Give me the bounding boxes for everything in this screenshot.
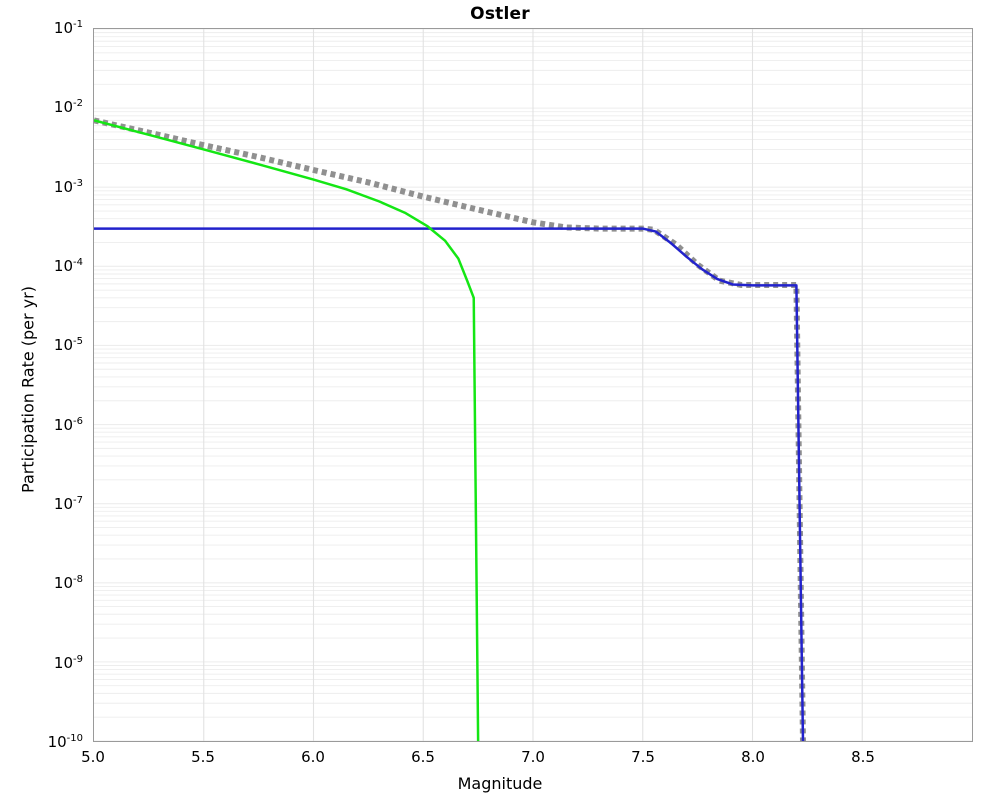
green-solid-curve (94, 119, 480, 741)
blue-solid-curve (94, 227, 805, 741)
y-tick-label: 10-7 (53, 495, 83, 513)
x-tick-label: 7.5 (631, 748, 655, 766)
x-tick-label: 6.0 (301, 748, 325, 766)
y-tick-label: 10-6 (53, 415, 83, 434)
y-tick-label: 10-3 (53, 177, 83, 196)
x-axis-label: Magnitude (457, 774, 543, 793)
y-tick-label: 10-8 (53, 574, 83, 593)
y-tick-label: 10-9 (53, 653, 83, 672)
x-tick-label: 5.0 (81, 748, 105, 766)
y-axis-tick-labels: 10-1 10-2 10-3 10-4 10-5 10-6 10-7 10-8 10-9 10-1… (0, 0, 93, 800)
y-tick-label: 10-1 (53, 19, 83, 37)
y-tick-label: 10-10 (47, 733, 83, 751)
y-tick-label: 10-2 (53, 98, 83, 117)
plot-area (93, 28, 973, 742)
x-tick-label: 7.0 (521, 748, 545, 766)
gray-dotted-curve (94, 117, 806, 741)
x-tick-label: 5.5 (191, 748, 215, 766)
gridlines (94, 29, 972, 741)
y-axis-label: Participation Rate (per yr) (18, 286, 38, 493)
y-tick-label: 10-4 (53, 257, 83, 275)
x-tick-label: 6.5 (411, 748, 435, 766)
data-series-layer (94, 117, 806, 741)
x-tick-label: 8.0 (741, 748, 765, 766)
y-tick-label: 10-5 (53, 336, 83, 355)
chart-title: Ostler (470, 4, 530, 24)
x-tick-label: 8.5 (851, 748, 875, 766)
